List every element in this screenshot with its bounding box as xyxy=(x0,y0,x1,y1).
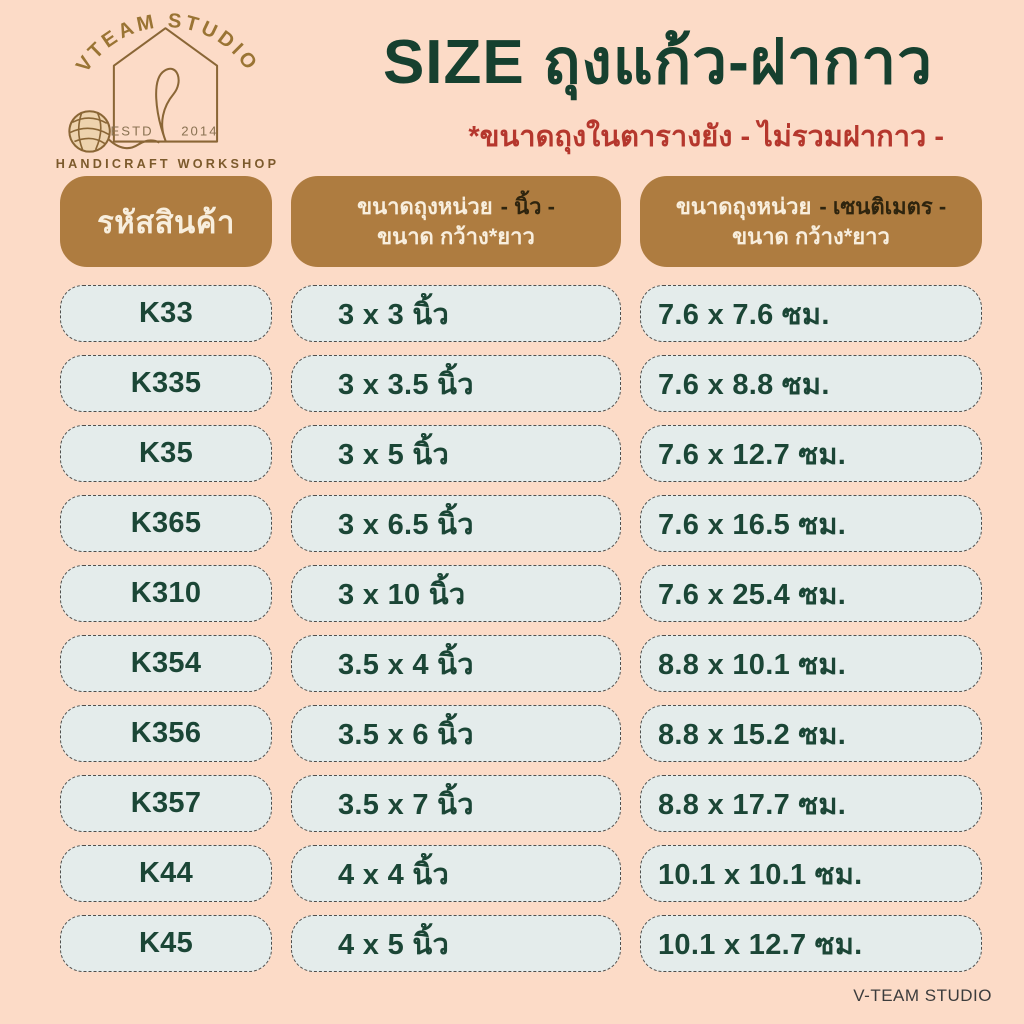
size-cm-cell: 10.1 x 10.1 ซม. xyxy=(640,845,982,902)
size-inches-cell: 3 x 6.5 นิ้ว xyxy=(291,495,621,552)
product-code: K354 xyxy=(130,647,202,679)
size-cm-cell: 8.8 x 10.1 ซม. xyxy=(640,635,982,692)
product-code-cell: K354 xyxy=(60,635,272,692)
size-cm: 7.6 x 12.7 ซม. xyxy=(658,438,847,471)
size-inches-cell: 3 x 3 นิ้ว xyxy=(291,285,621,342)
product-code: K356 xyxy=(130,717,202,749)
size-inches: 3.5 x 4 นิ้ว xyxy=(338,648,474,681)
size-cm-cell: 7.6 x 12.7 ซม. xyxy=(640,425,982,482)
product-code: K365 xyxy=(130,507,202,539)
size-inches: 3 x 5 นิ้ว xyxy=(338,438,450,471)
size-cm-cell: 8.8 x 17.7 ซม. xyxy=(640,775,982,832)
size-cm: 10.1 x 10.1 ซม. xyxy=(658,858,863,891)
title-block: SIZE ถุงแก้ว-ฝากาว *ขนาดถุงในตารางยัง - … xyxy=(330,26,986,159)
size-cm: 7.6 x 16.5 ซม. xyxy=(658,508,847,541)
size-cm: 8.8 x 15.2 ซม. xyxy=(658,718,847,751)
size-inches: 3 x 3.5 นิ้ว xyxy=(338,368,474,401)
size-cm: 8.8 x 17.7 ซม. xyxy=(658,788,847,821)
logo-arc-text: VTEAM STUDIO xyxy=(72,10,263,76)
table-body: K33 3 x 3 นิ้ว 7.6 x 7.6 ซม. K335 3 x 3.… xyxy=(60,285,982,972)
size-cm: 10.1 x 12.7 ซม. xyxy=(658,928,863,961)
estd-label: ESTD xyxy=(111,123,154,138)
table-header: รหัสสินค้า ขนาดถุงหน่วย - นิ้ว - ขนาด กว… xyxy=(60,176,982,267)
column-header-unit: - นิ้ว - xyxy=(500,193,555,219)
size-cm-cell: 7.6 x 16.5 ซม. xyxy=(640,495,982,552)
size-cm-cell: 8.8 x 15.2 ซม. xyxy=(640,705,982,762)
column-header-line2: ขนาด กว้าง*ยาว xyxy=(377,224,535,249)
size-inches-cell: 3.5 x 6 นิ้ว xyxy=(291,705,621,762)
size-cm: 7.6 x 25.4 ซม. xyxy=(658,578,847,611)
size-inches-cell: 4 x 5 นิ้ว xyxy=(291,915,621,972)
column-header-text: ขนาดถุงหน่วย xyxy=(675,193,812,219)
size-inches: 4 x 4 นิ้ว xyxy=(338,858,450,891)
size-inches: 3.5 x 7 นิ้ว xyxy=(338,788,474,821)
footer-credit: V-TEAM STUDIO xyxy=(853,986,992,1005)
product-code-cell: K357 xyxy=(60,775,272,832)
size-cm-cell: 10.1 x 12.7 ซม. xyxy=(640,915,982,972)
vteam-studio-logo: VTEAM STUDIO ESTD 2014 HANDICRAFT WORKSH… xyxy=(56,10,280,171)
size-inches-cell: 3.5 x 7 นิ้ว xyxy=(291,775,621,832)
size-inches-cell: 3 x 10 นิ้ว xyxy=(291,565,621,622)
product-code: K310 xyxy=(130,577,202,609)
size-inches: 3 x 3 นิ้ว xyxy=(338,298,450,331)
product-code: K44 xyxy=(138,857,194,889)
column-header-centimeters: ขนาดถุงหน่วย - เซนติเมตร - ขนาด กว้าง*ยา… xyxy=(640,176,982,267)
product-code-cell: K33 xyxy=(60,285,272,342)
size-inches-cell: 3.5 x 4 นิ้ว xyxy=(291,635,621,692)
column-header-line2: ขนาด กว้าง*ยาว xyxy=(732,224,890,249)
page-title: SIZE ถุงแก้ว-ฝากาว xyxy=(382,28,934,97)
workshop-label: HANDICRAFT WORKSHOP xyxy=(56,157,280,171)
size-inches-cell: 3 x 3.5 นิ้ว xyxy=(291,355,621,412)
product-code: K335 xyxy=(130,367,202,399)
size-note: *ขนาดถุงในตารางยัง - ไม่รวมฝากาว - xyxy=(468,121,944,154)
product-code-cell: K365 xyxy=(60,495,272,552)
size-cm: 7.6 x 8.8 ซม. xyxy=(658,368,830,401)
size-inches: 3 x 10 นิ้ว xyxy=(338,578,466,611)
size-inches: 3 x 6.5 นิ้ว xyxy=(338,508,474,541)
product-code-cell: K335 xyxy=(60,355,272,412)
size-cm-cell: 7.6 x 8.8 ซม. xyxy=(640,355,982,412)
yarn-loop-icon xyxy=(155,67,180,142)
product-code: K35 xyxy=(138,437,194,469)
yarn-ball-icon xyxy=(68,110,160,153)
product-code: K45 xyxy=(138,927,194,959)
product-code-cell: K35 xyxy=(60,425,272,482)
size-table: รหัสสินค้า ขนาดถุงหน่วย - นิ้ว - ขนาด กว… xyxy=(60,176,982,972)
product-code: K33 xyxy=(138,297,194,329)
size-cm: 8.8 x 10.1 ซม. xyxy=(658,648,847,681)
column-header-unit: - เซนติเมตร - xyxy=(819,193,947,219)
column-header-inches: ขนาดถุงหน่วย - นิ้ว - ขนาด กว้าง*ยาว xyxy=(291,176,621,267)
product-code-cell: K45 xyxy=(60,915,272,972)
size-cm-cell: 7.6 x 7.6 ซม. xyxy=(640,285,982,342)
column-header-line1: ขนาดถุงหน่วย - นิ้ว - xyxy=(357,194,555,219)
size-inches-cell: 4 x 4 นิ้ว xyxy=(291,845,621,902)
size-inches: 3.5 x 6 นิ้ว xyxy=(338,718,474,751)
size-inches-cell: 3 x 5 นิ้ว xyxy=(291,425,621,482)
year-label: 2014 xyxy=(181,123,218,138)
size-inches: 4 x 5 นิ้ว xyxy=(338,928,450,961)
house-icon xyxy=(112,27,219,143)
product-code-cell: K356 xyxy=(60,705,272,762)
size-cm-cell: 7.6 x 25.4 ซม. xyxy=(640,565,982,622)
logo-name-label: VTEAM STUDIO xyxy=(72,10,259,76)
product-code: K357 xyxy=(130,787,202,819)
column-header-text: ขนาดถุงหน่วย xyxy=(357,193,493,219)
product-code-cell: K44 xyxy=(60,845,272,902)
size-cm: 7.6 x 7.6 ซม. xyxy=(658,298,830,331)
column-header-product-code: รหัสสินค้า xyxy=(60,176,272,267)
product-code-cell: K310 xyxy=(60,565,272,622)
column-header-label: รหัสสินค้า xyxy=(97,204,235,240)
column-header-line1: ขนาดถุงหน่วย - เซนติเมตร - xyxy=(676,194,946,219)
